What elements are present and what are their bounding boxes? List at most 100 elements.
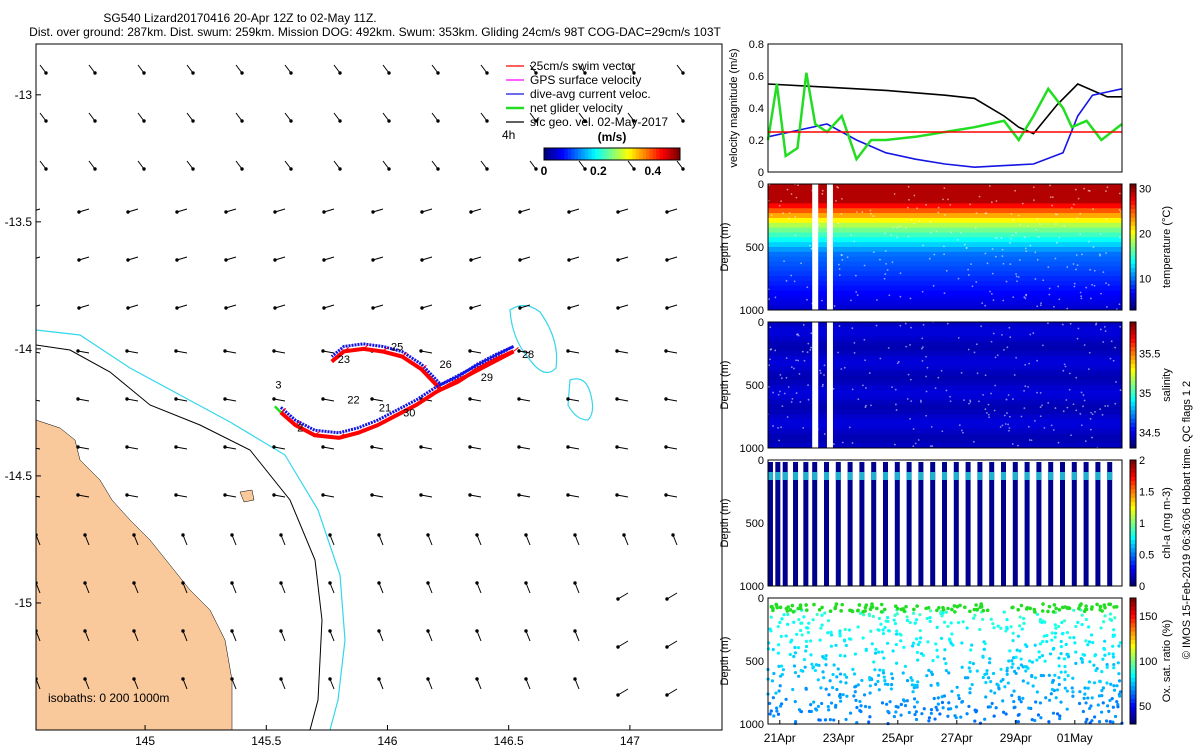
oxygen-point [1102,647,1107,651]
geo-vector [420,446,433,450]
profile-dot [796,333,799,336]
panel-colorbar-segment [1130,715,1136,721]
profile-dot [926,366,929,369]
geo-vector [476,534,482,546]
oxygen-point [811,618,815,622]
oxygen-point [1002,610,1006,614]
oxygen-point [1011,631,1015,635]
geo-vector-head [181,629,185,633]
panel-colorbar-segment [1130,221,1136,227]
profile-dot [994,384,997,387]
panel-colorbar-segment [1130,548,1136,553]
oxygen-point [823,718,828,722]
oxygen-point [826,619,831,623]
chl-profile-column [812,462,818,586]
profile-dot [1047,402,1050,404]
oxygen-point [1008,649,1012,653]
panel-colorbar-segment [1130,372,1136,378]
chl-profile-column [953,462,959,586]
geo-vector-head [485,71,489,75]
oxygen-point [1063,677,1067,682]
oxygen-point [918,629,922,633]
oxygen-point [1053,631,1058,635]
geo-vector-head [175,258,179,262]
geo-vector [616,446,629,450]
oxygen-point [1048,652,1053,656]
geo-vector-head [328,629,332,633]
oxygen-surface-point [785,609,790,613]
profile-dot [1021,202,1024,205]
geo-vector [175,494,188,498]
chl-max-band [835,472,841,480]
panel-colorbar-segment [1130,703,1136,708]
oxygen-point [929,683,933,687]
profile-dot [819,369,822,372]
oxygen-point [860,678,864,683]
oxygen-point [1039,716,1043,720]
salinity-cbar-tick-label: 34.5 [1139,427,1160,439]
panel-colorbar-segment [1130,427,1136,432]
heatmap-band [768,380,1122,386]
geo-vector [36,447,41,450]
profile-dot [1036,305,1039,308]
oxygen-point [960,700,964,704]
profile-dot [1051,196,1054,199]
track-swim-vector [457,377,464,383]
oxygen-surface-point [1019,603,1024,608]
oxygen-point [955,685,959,689]
oxygen-point [856,683,860,687]
panel-colorbar-segment [1130,422,1136,428]
geo-vector [525,630,531,642]
oxygen-point [991,622,995,626]
profile-dot [943,245,945,248]
profile-dot [1103,325,1106,328]
geo-vector-head [534,167,538,171]
oxygen-surface-point [979,605,984,609]
oxygen-surface-point [1016,607,1020,612]
geo-vector-head [371,306,375,310]
profile-dot [1017,214,1020,217]
oxygen-point [1020,627,1024,631]
profile-dot [947,198,949,201]
profile-dot [1023,236,1026,239]
oxygen-point [1109,682,1113,686]
oxygen-surface-point [972,607,977,612]
geo-vector [322,350,335,354]
oxygen-point [838,629,842,633]
profile-dot [1068,372,1071,375]
oxygen-point [1118,694,1122,698]
profile-dot [1084,440,1087,442]
oxygen-point [960,665,964,669]
profile-dot [920,401,922,403]
colorbar-segment [646,148,650,160]
oxygen-point [987,676,991,680]
panel-colorbar-segment [1130,707,1136,712]
map-axis-ticks: 145 145.5 146 146.5 147-13-13.5-14-14.5-15 [5,88,641,748]
track-swim-vector [338,433,345,439]
geo-vector-head [174,349,178,353]
track-label: 25 [391,341,403,353]
land-islet [239,489,255,503]
chl-max-band [859,472,865,480]
geo-vector [574,534,580,546]
geo-vector [519,256,531,261]
profile-dot [975,212,978,215]
profile-dot [1098,253,1101,256]
profile-dot [908,198,910,201]
profile-dot [1057,441,1060,444]
oxygen-point [792,664,797,668]
geo-vector-head [126,306,130,310]
profile-dot [1109,357,1112,360]
profile-dot [949,395,951,398]
oxygen-point [913,621,917,625]
profile-dot [906,206,909,209]
profile-dot [1011,219,1014,221]
oxygen-point [862,693,867,697]
profile-dot [1085,286,1088,289]
profile-dot [1005,280,1008,283]
colorbar-segment [625,148,630,160]
oxygen-point [1071,676,1075,680]
oxygen-point [873,668,877,672]
geo-vector-head [132,533,136,537]
oxygen-point [1090,696,1094,700]
